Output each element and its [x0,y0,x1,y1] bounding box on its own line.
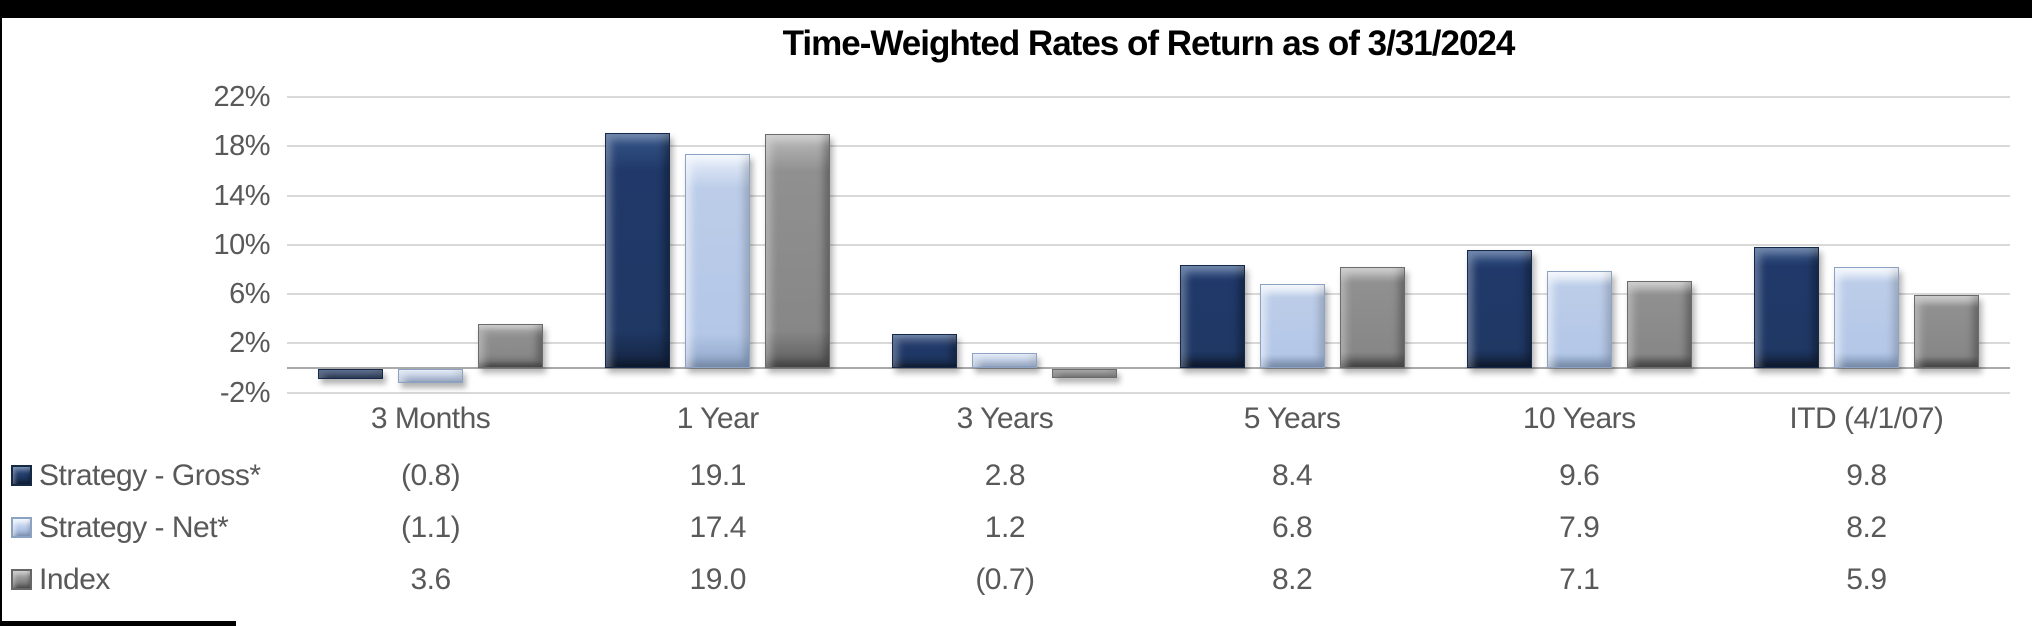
legend-label: Strategy - Gross* [39,459,261,492]
y-tick-label: 6% [229,278,270,311]
chart-title: Time-Weighted Rates of Return as of 3/31… [782,24,1516,63]
value-cell: 2.8 [984,459,1026,492]
legend-swatch-icon [11,569,32,590]
category-label: 1 Year [676,402,760,435]
value-cell: 9.6 [1559,459,1600,492]
top-border-bar [0,0,2032,18]
category-label: 3 Years [956,402,1054,435]
y-tick-label: 18% [213,130,270,163]
bar [1466,249,1532,368]
value-cell: 9.8 [1846,459,1887,492]
gridline [287,243,2010,246]
value-cell: 6.8 [1271,511,1313,544]
x-axis-line [287,367,2010,369]
bar [1259,284,1325,368]
bar [972,353,1038,368]
bar [1339,266,1405,368]
bar [892,333,958,368]
value-cell: 7.1 [1559,563,1600,596]
left-border-bar [0,0,2,626]
value-cell: (0.7) [975,563,1035,596]
bar [398,369,464,383]
category-label: ITD (4/1/07) [1789,402,1944,435]
bar [765,133,831,368]
bar [1626,280,1692,368]
value-cell: 5.9 [1846,563,1887,596]
value-cell: (0.8) [400,459,461,492]
gridline [287,293,2010,296]
legend-swatch-icon [11,465,32,486]
value-cell: 19.1 [689,459,747,492]
bar [1179,264,1245,368]
value-cell: 17.4 [689,511,747,544]
y-tick-label: 14% [213,179,270,212]
value-cell: 7.9 [1559,511,1600,544]
category-label: 3 Months [370,402,491,435]
category-label: 5 Years [1243,402,1341,435]
bar [478,323,544,368]
gridline [287,342,2010,345]
bar [1052,369,1118,378]
bar [1753,247,1819,368]
category-label: 10 Years [1522,402,1636,435]
bar [1913,295,1979,368]
bar [685,153,751,368]
bar [1833,266,1899,368]
y-tick-label: -2% [219,376,271,409]
bottom-left-border-stub [0,621,236,626]
bar [1546,270,1612,368]
y-tick-label: 10% [213,228,270,261]
gridline [287,194,2010,197]
gridline [287,391,2010,394]
value-cell: 3.6 [410,563,451,596]
legend-label: Index [39,563,110,596]
value-cell: 8.2 [1846,511,1887,544]
value-cell: 19.0 [689,563,747,596]
y-tick-label: 22% [213,81,270,113]
value-cell: 8.4 [1271,459,1313,492]
value-cell: (1.1) [400,511,461,544]
bar [605,132,671,368]
value-cell: 1.2 [984,511,1026,544]
bar [318,369,384,379]
legend-label: Strategy - Net* [39,511,229,544]
y-tick-label: 2% [229,327,270,360]
legend-swatch-icon [11,517,32,538]
value-cell: 8.2 [1271,563,1313,596]
gridline [287,145,2010,148]
gridline [287,96,2010,98]
